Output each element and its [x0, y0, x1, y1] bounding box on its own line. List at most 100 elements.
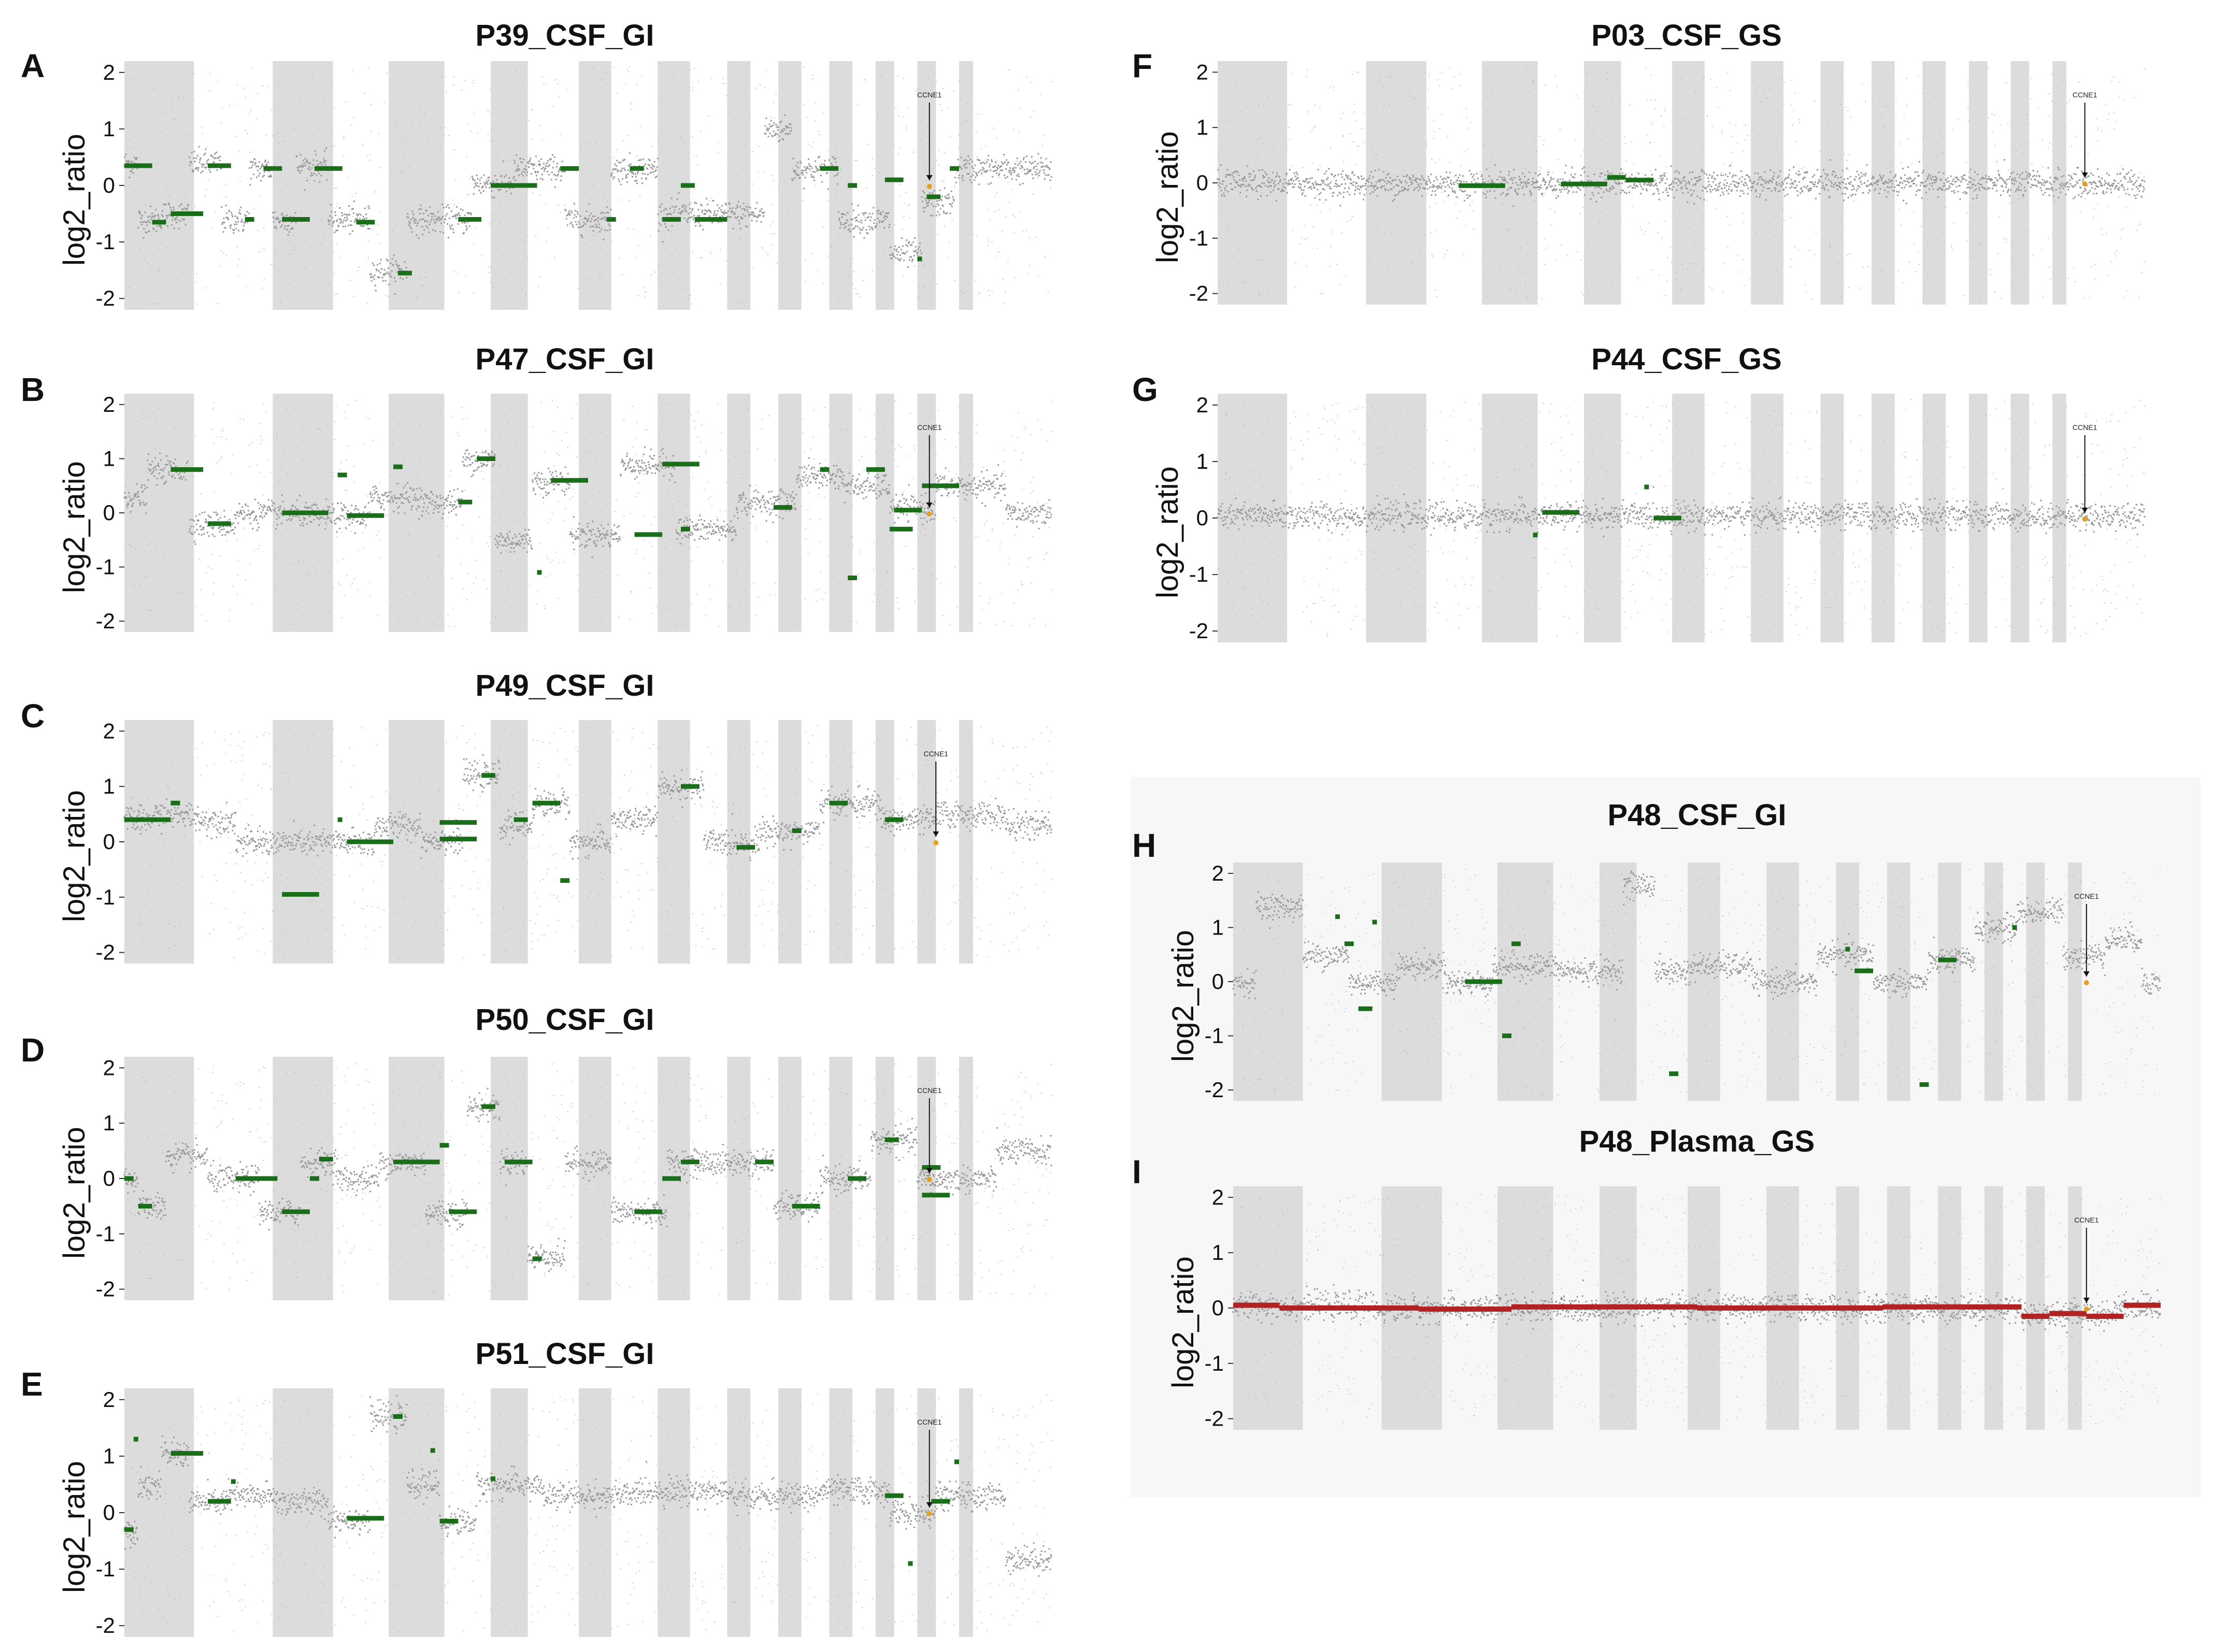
chromosome-band	[124, 1057, 194, 1300]
ccne1-marker	[2083, 980, 2089, 985]
y-tick-label: 1	[103, 117, 115, 141]
chromosome-band	[778, 61, 802, 310]
panel-letter-c: C	[21, 697, 45, 735]
y-tick-label: -1	[96, 555, 115, 579]
panel-letter-i: I	[1132, 1153, 1141, 1190]
chromosome-band	[1871, 394, 1895, 642]
chromosome-band	[1482, 394, 1538, 642]
ccne1-marker	[933, 840, 939, 845]
y-axis-label: log2_ratio	[1151, 466, 1184, 598]
chromosome-band	[727, 1388, 751, 1637]
chromosome-band	[1751, 394, 1783, 642]
y-tick-label: 0	[103, 1166, 115, 1190]
ccne1-annotation: CCNE1	[2073, 423, 2097, 522]
ccne1-arrow-head	[2081, 508, 2088, 513]
y-axis-label: log2_ratio	[1166, 1256, 1200, 1388]
y-tick-label: 0	[103, 173, 115, 197]
ccne1-annotation: CCNE1	[2074, 1216, 2099, 1312]
ccne1-arrow-head	[926, 175, 933, 180]
y-tick-label: 0	[1212, 969, 1224, 994]
chromosome-band	[959, 1388, 973, 1637]
y-tick-label: 1	[103, 1111, 115, 1135]
ccne1-arrow-head	[2081, 173, 2088, 178]
chromosome-band	[2026, 863, 2045, 1101]
chromosome-band	[1938, 863, 1962, 1101]
outlier-points	[1233, 1193, 2161, 1425]
ccne1-label: CCNE1	[2074, 892, 2099, 900]
chromosome-band	[273, 61, 333, 310]
y-axis-label: log2_ratio	[1151, 131, 1184, 263]
y-tick-label: -2	[96, 1277, 115, 1301]
outlier-points	[1218, 399, 2146, 637]
chromosome-band	[1751, 61, 1783, 305]
chromosome-band	[875, 1057, 894, 1300]
panel-letter-a: A	[21, 47, 45, 84]
y-tick-label: 1	[1212, 1240, 1224, 1265]
chromosome-band	[917, 720, 936, 964]
chromosome-band	[875, 394, 894, 632]
chromosome-band	[2068, 863, 2082, 1101]
ccne1-marker	[2082, 516, 2088, 522]
ccne1-label: CCNE1	[917, 1086, 942, 1095]
chromosome-band	[1968, 394, 1988, 642]
panel-title: P49_CSF_GI	[475, 669, 654, 702]
ccne1-label: CCNE1	[2073, 91, 2097, 99]
y-tick-label: 0	[1196, 170, 1208, 195]
point-cloud	[123, 1087, 1052, 1272]
ccne1-arrow-head	[926, 1502, 933, 1507]
y-axis-label: log2_ratio	[58, 461, 91, 593]
ccne1-label: CCNE1	[917, 1418, 942, 1426]
chromosome-band	[2026, 1186, 2045, 1430]
chromosome-band	[1497, 863, 1553, 1101]
panel-title: P39_CSF_GI	[475, 19, 654, 52]
chromosome-band	[273, 1057, 333, 1300]
panel-title: P44_CSF_GS	[1591, 342, 1782, 376]
ccne1-label: CCNE1	[924, 750, 949, 758]
y-tick-label: -2	[96, 1613, 115, 1637]
ccne1-arrow-head	[2083, 1298, 2090, 1303]
chromosome-band	[124, 394, 194, 632]
y-tick-label: -2	[96, 609, 115, 633]
panel-letter-f: F	[1132, 47, 1153, 84]
y-tick-label: 0	[103, 500, 115, 525]
ccne1-annotation: CCNE1	[2074, 892, 2099, 985]
chromosome-band	[727, 394, 751, 632]
plot-e: -2 -1 0 1 2 CCNE1	[96, 1387, 1053, 1637]
y-tick-label: 2	[103, 1055, 115, 1080]
ccne1-annotation: CCNE1	[917, 1418, 942, 1516]
y-axis-label: log2_ratio	[58, 790, 91, 922]
y-tick-label: 2	[1212, 861, 1224, 885]
ccne1-marker	[2082, 181, 2088, 186]
point-cloud	[1217, 486, 2146, 538]
plot-g: -2 -1 0 1 2 CCNE1	[1189, 393, 2146, 643]
chromosome-band	[658, 720, 690, 964]
plot-c: -2 -1 0 1 2 CCNE1	[96, 719, 1053, 965]
chromosome-band	[727, 1057, 751, 1300]
panel-title: P48_CSF_GI	[1607, 798, 1787, 832]
chromosome-band	[829, 394, 853, 632]
y-tick-label: 2	[103, 392, 115, 416]
chromosome-band	[389, 720, 445, 964]
plot-d: -2 -1 0 1 2 CCNE1	[96, 1055, 1053, 1301]
point-cloud	[1232, 870, 2161, 1000]
panel-title: P47_CSF_GI	[475, 342, 654, 376]
log2-ratio-points	[1232, 869, 2161, 1096]
chromosome-band	[579, 1388, 611, 1637]
y-tick-label: 2	[103, 1387, 115, 1412]
chromosome-band	[491, 394, 528, 632]
chromosome-band	[2052, 61, 2066, 305]
y-tick-label: -2	[96, 286, 115, 310]
plot-a: -2 -1 0 1 2 CCNE1	[96, 60, 1052, 310]
y-tick-label: 2	[103, 60, 115, 84]
outlier-points	[130, 725, 1053, 959]
y-tick-label: 1	[1212, 915, 1224, 939]
chromosome-band	[778, 1057, 802, 1300]
outlier-points	[1218, 67, 2146, 299]
outlier-points	[124, 1394, 1053, 1632]
panel-letter-e: E	[21, 1366, 43, 1403]
chromosome-band	[1887, 863, 1910, 1101]
ccne1-marker	[926, 1511, 932, 1516]
ccne1-marker	[926, 1177, 932, 1182]
chromosome-band	[1688, 863, 1720, 1101]
y-tick-label: 1	[1196, 449, 1208, 473]
